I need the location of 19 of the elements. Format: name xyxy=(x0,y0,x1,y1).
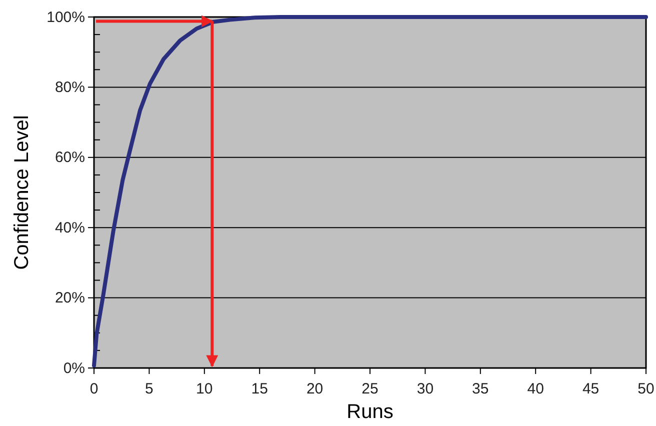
x-tick-label: 40 xyxy=(527,380,544,398)
x-tick-label: 0 xyxy=(90,380,98,398)
x-axis-title: Runs xyxy=(346,401,394,423)
y-axis-title: Confidence Level xyxy=(11,115,33,270)
x-tick-label: 15 xyxy=(251,380,268,398)
x-tick-label: 10 xyxy=(196,380,213,398)
x-tick-label: 20 xyxy=(306,380,324,398)
x-tick-label: 5 xyxy=(145,380,154,398)
x-tick-label: 50 xyxy=(638,380,654,398)
y-tick-label: 20% xyxy=(54,290,85,307)
x-tick-label: 35 xyxy=(472,380,489,398)
y-tick-label: 0% xyxy=(63,360,85,377)
x-tick-label: 45 xyxy=(582,380,600,398)
y-tick-label: 60% xyxy=(54,149,85,166)
x-tick-label: 30 xyxy=(416,380,434,398)
y-tick-label: 40% xyxy=(54,219,85,236)
y-tick-label: 80% xyxy=(54,79,85,96)
y-tick-label: 100% xyxy=(46,8,85,26)
x-tick-label: 25 xyxy=(362,380,378,398)
